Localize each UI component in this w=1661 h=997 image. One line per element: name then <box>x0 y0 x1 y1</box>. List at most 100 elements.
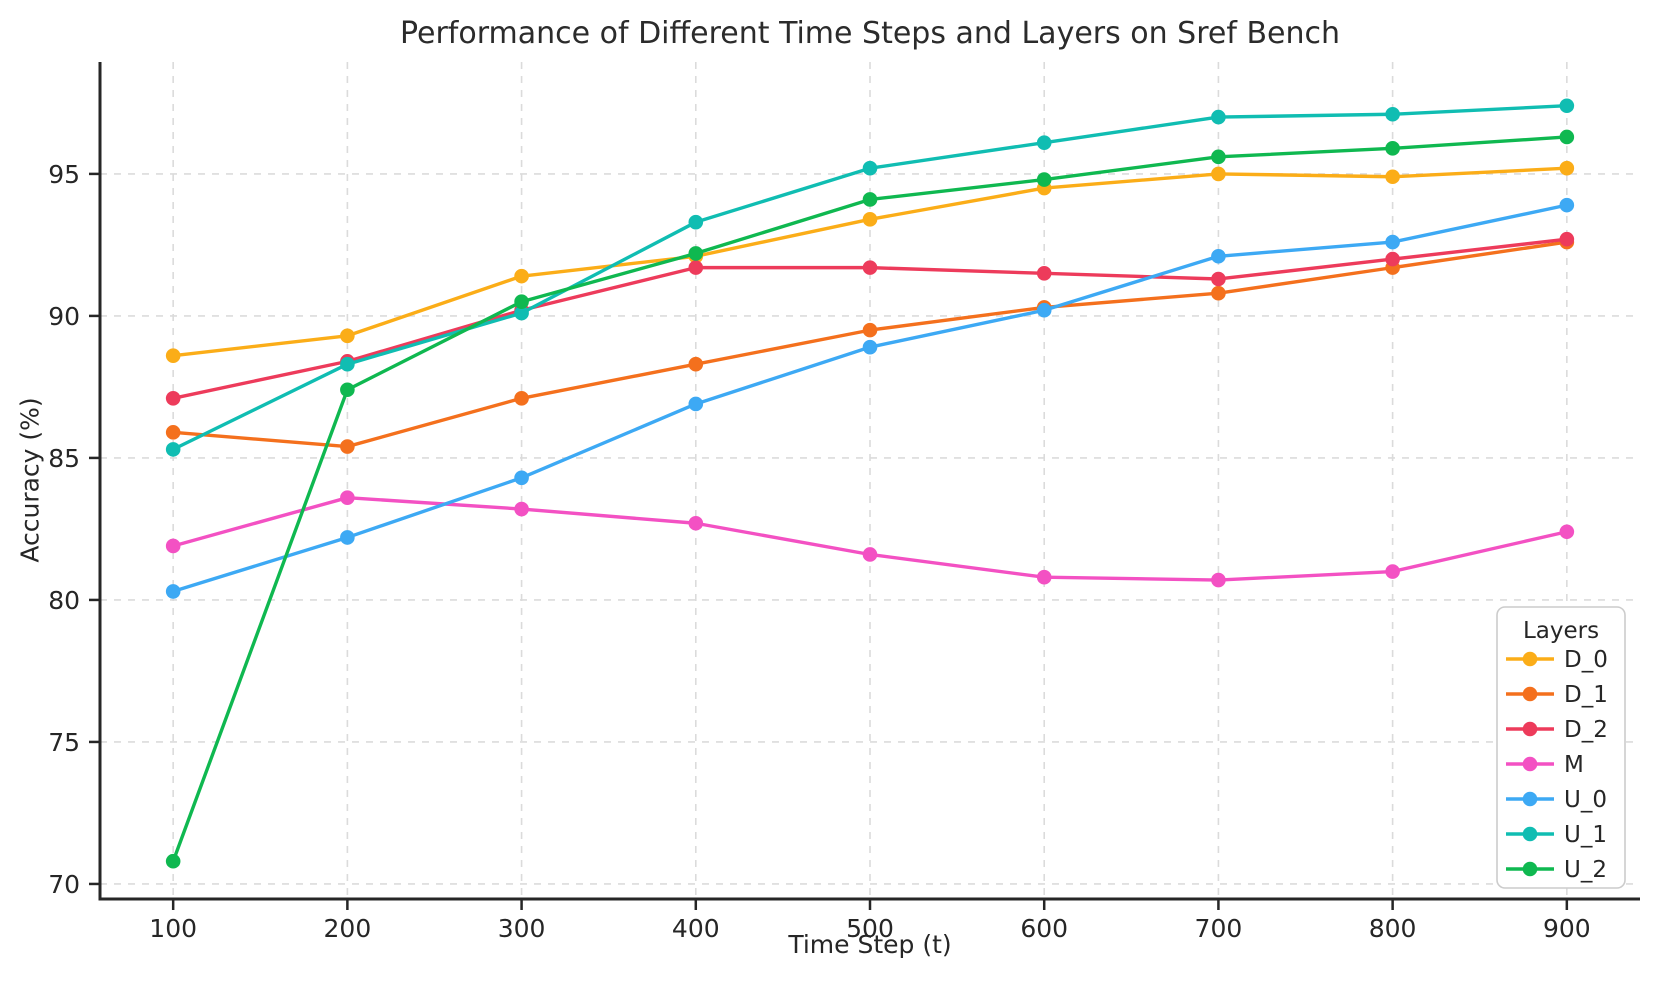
data-point-D_2 <box>862 260 878 275</box>
data-point-U_2 <box>688 246 704 261</box>
legend-marker <box>1522 791 1538 807</box>
data-point-U_1 <box>165 442 181 457</box>
data-point-U_2 <box>165 853 181 869</box>
data-point-D_2 <box>1559 231 1575 247</box>
legend-label: D_0 <box>1564 647 1608 673</box>
data-point-U_1 <box>514 305 529 321</box>
data-point-D_1 <box>688 356 704 372</box>
legend-label: U_1 <box>1564 822 1607 848</box>
legend-marker <box>1522 826 1538 842</box>
data-point-U_0 <box>165 584 181 599</box>
data-point-M <box>1559 524 1575 540</box>
series-U_2 <box>165 129 1575 869</box>
data-point-U_1 <box>688 214 704 230</box>
data-point-D_0 <box>514 268 529 284</box>
legend-title: Layers <box>1523 618 1599 644</box>
legend-item-M: M <box>1506 752 1584 778</box>
legend: Layers D_0 D_1 D_2 M U_0 U_1 U_2 <box>1496 606 1626 889</box>
series-D_0 <box>165 160 1575 363</box>
legend-marker <box>1522 756 1538 772</box>
chart-title: Performance of Different Time Steps and … <box>399 16 1341 51</box>
x-tick-label: 100 <box>149 914 197 943</box>
data-point-D_2 <box>165 390 181 406</box>
x-tick-label: 300 <box>498 914 546 943</box>
data-point-U_2 <box>1211 149 1226 165</box>
data-point-D_1 <box>165 425 181 440</box>
data-point-U_2 <box>1385 141 1400 156</box>
data-point-D_2 <box>1385 251 1400 267</box>
data-point-U_0 <box>688 396 704 412</box>
x-tick-label: 900 <box>1543 914 1591 943</box>
data-point-M <box>340 490 355 505</box>
data-point-M <box>1385 564 1400 579</box>
data-point-D_0 <box>1211 166 1226 182</box>
data-point-U_1 <box>1036 135 1052 150</box>
y-tick-label: 95 <box>48 160 80 189</box>
legend-item-D_0: D_0 <box>1506 647 1608 673</box>
data-point-U_1 <box>1385 106 1400 122</box>
data-point-D_1 <box>862 322 878 338</box>
series-M <box>165 490 1575 588</box>
data-point-U_0 <box>340 530 355 545</box>
data-point-U_2 <box>1036 172 1052 187</box>
y-tick-label: 70 <box>48 870 80 899</box>
data-point-M <box>514 501 529 517</box>
data-point-D_2 <box>1211 271 1226 287</box>
data-point-M <box>165 538 181 554</box>
data-point-U_1 <box>340 356 355 372</box>
data-point-D_0 <box>1385 169 1400 185</box>
data-point-U_0 <box>514 470 529 486</box>
data-point-M <box>862 547 878 562</box>
legend-label: D_1 <box>1564 682 1608 708</box>
series-U_1 <box>165 98 1575 457</box>
x-tick-label: 700 <box>1195 914 1243 943</box>
data-point-D_0 <box>340 328 355 344</box>
legend-item-U_0: U_0 <box>1506 787 1607 813</box>
y-tick-label: 90 <box>48 302 80 331</box>
data-point-U_1 <box>1211 109 1226 125</box>
data-point-D_2 <box>688 260 704 275</box>
y-axis-label: Accuracy (%) <box>15 397 45 563</box>
legend-item-D_2: D_2 <box>1506 717 1608 743</box>
data-point-U_0 <box>1211 248 1226 264</box>
data-point-U_1 <box>1559 98 1575 114</box>
legend-label: M <box>1564 752 1584 778</box>
x-tick-label: 600 <box>1020 914 1068 943</box>
data-point-U_2 <box>1559 129 1575 145</box>
x-tick-label: 400 <box>672 914 720 943</box>
legend-box <box>1496 606 1626 889</box>
legend-item-D_1: D_1 <box>1506 682 1608 708</box>
data-point-M <box>1211 572 1226 588</box>
data-point-U_2 <box>862 192 878 207</box>
data-point-D_0 <box>862 212 878 227</box>
x-axis-label: Time Step (t) <box>788 930 952 959</box>
series-U_0 <box>165 197 1575 599</box>
legend-item-U_2: U_2 <box>1506 857 1607 883</box>
data-point-U_1 <box>862 160 878 176</box>
data-point-U_0 <box>862 339 878 355</box>
grid <box>100 62 1640 899</box>
legend-marker <box>1522 651 1538 667</box>
data-point-U_0 <box>1036 302 1052 318</box>
legend-marker <box>1522 686 1538 702</box>
x-tick-label: 200 <box>324 914 372 943</box>
data-point-U_2 <box>514 294 529 310</box>
x-tick-label: 500 <box>846 914 894 943</box>
data-point-M <box>688 515 704 531</box>
y-tick-label: 75 <box>48 728 80 757</box>
data-point-M <box>1036 569 1052 585</box>
legend-label: U_0 <box>1564 787 1607 813</box>
y-tick-label: 80 <box>48 586 80 615</box>
legend-marker <box>1522 861 1538 877</box>
data-point-U_2 <box>340 382 355 398</box>
legend-label: U_2 <box>1564 857 1607 883</box>
data-point-U_0 <box>1559 197 1575 213</box>
data-point-U_0 <box>1385 234 1400 250</box>
legend-label: D_2 <box>1564 717 1608 743</box>
data-point-D_0 <box>165 348 181 363</box>
data-point-D_0 <box>1559 160 1575 176</box>
legend-item-U_1: U_1 <box>1506 822 1607 848</box>
data-point-D_2 <box>1036 266 1052 281</box>
